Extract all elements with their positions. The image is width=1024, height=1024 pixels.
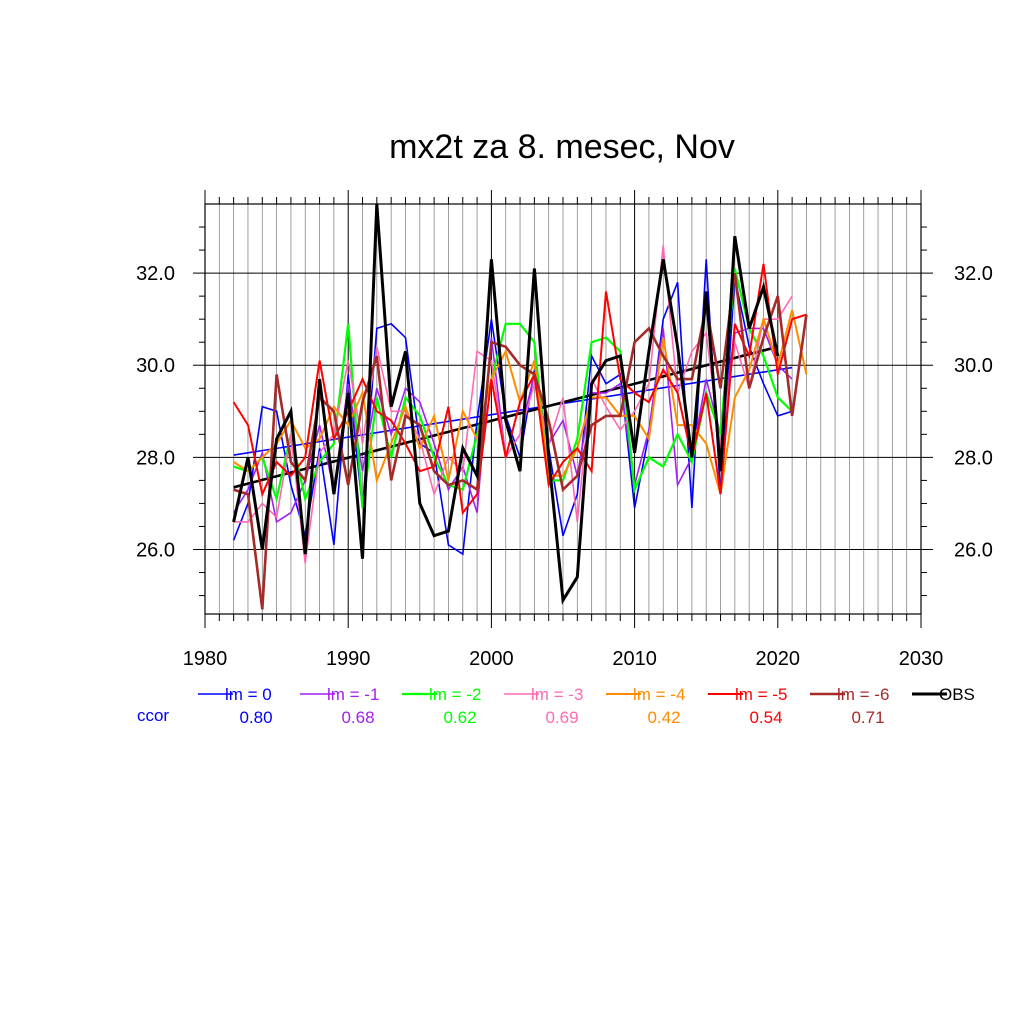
legend-label: lm = -2 — [429, 685, 481, 704]
legend-label: lm = -6 — [837, 685, 889, 704]
legend-ccor-value: 0.80 — [239, 708, 272, 727]
chart-title: mx2t za 8. mesec, Nov — [389, 128, 735, 166]
y-tick-label-right: 32.0 — [954, 263, 993, 285]
x-tick-label: 1980 — [183, 648, 228, 670]
axes: 1980 1990 2000 2010 2020 2030 26.0 26.0 28.0 28.0… — [136, 190, 993, 670]
ccor-label: ccor — [137, 706, 169, 725]
x-tick-label: 2030 — [899, 648, 944, 670]
legend-ccor-value: 0.42 — [647, 708, 680, 727]
legend-label: lm = -3 — [531, 685, 583, 704]
y-tick-label-left: 30.0 — [136, 355, 175, 377]
legend-ccor-value: 0.62 — [443, 708, 476, 727]
y-tick-label-right: 30.0 — [954, 355, 993, 377]
y-tick-label-left: 32.0 — [136, 263, 175, 285]
legend-ccor-value: 0.68 — [341, 708, 374, 727]
x-tick-label: 1990 — [326, 648, 371, 670]
legend-label: lm = -1 — [327, 685, 379, 704]
legend-label: OBS — [939, 685, 975, 704]
y-tick-label-right: 28.0 — [954, 447, 993, 469]
legend-ccor-value: 0.54 — [749, 708, 782, 727]
y-tick-label-left: 28.0 — [136, 447, 175, 469]
legend-label: lm = -4 — [633, 685, 685, 704]
x-tick-label: 2020 — [756, 648, 801, 670]
legend-ccor-value: 0.69 — [545, 708, 578, 727]
legend: ccor lm = 0 0.80 lm = -1 0.68 lm = -2 0.62 lm =… — [137, 685, 975, 727]
series-line-5 — [232, 263, 807, 516]
series-line-7 — [232, 203, 780, 605]
y-tick-label-right: 26.0 — [954, 540, 993, 562]
series-lines — [232, 203, 808, 610]
legend-label: lm = -5 — [735, 685, 787, 704]
legend-ccor-value: 0.71 — [851, 708, 884, 727]
legend-label: lm = 0 — [225, 685, 272, 704]
x-tick-label: 2000 — [469, 648, 514, 670]
x-tick-label: 2010 — [612, 648, 657, 670]
y-tick-label-left: 26.0 — [136, 540, 175, 562]
